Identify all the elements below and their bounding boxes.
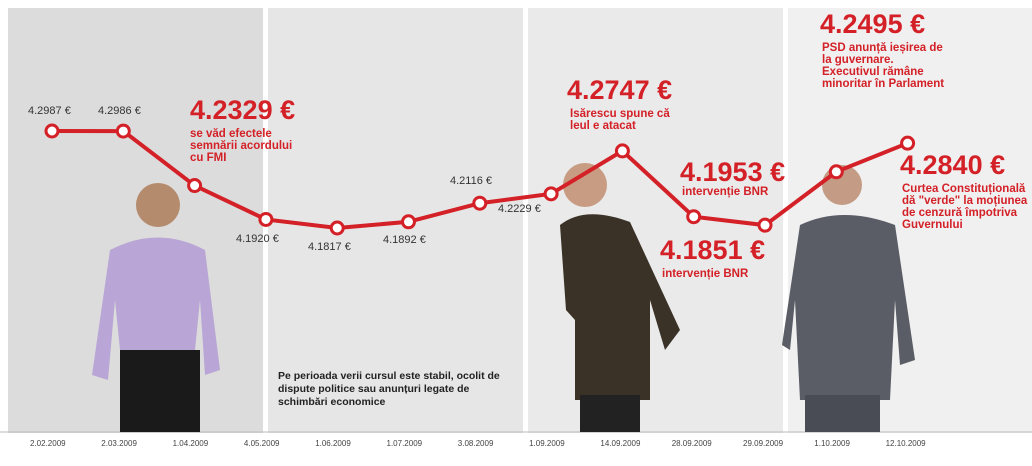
value-label: 4.1817 € [308, 241, 351, 253]
x-tick-label: 2.03.2009 [101, 439, 137, 448]
annotation: PSD anunță ieșirea de la guvernare. Exec… [822, 42, 952, 90]
x-tick-label: 12.10.2009 [886, 439, 927, 448]
value-label: 4.1892 € [383, 234, 426, 246]
value-label: 4.1953 € [680, 158, 785, 186]
point [46, 125, 58, 137]
point [331, 222, 343, 234]
value-label: 4.2116 € [450, 175, 492, 187]
panel [528, 8, 783, 433]
value-label: 4.2986 € [98, 105, 141, 117]
value-label: 4.2987 € [28, 105, 71, 117]
annotation: intervenție BNR [682, 186, 792, 198]
x-tick-label: 1.10.2009 [814, 439, 850, 448]
point [117, 125, 129, 137]
x-tick-label: 2.02.2009 [30, 439, 66, 448]
value-label: 4.2840 € [900, 151, 1005, 179]
point [830, 166, 842, 178]
point [616, 145, 628, 157]
x-tick-label: 1.09.2009 [529, 439, 565, 448]
value-label: 4.2329 € [190, 96, 295, 124]
x-tick-label: 28.09.2009 [672, 439, 713, 448]
annotation: Isărescu spune că leul e atacat [570, 108, 690, 132]
infographic: 2.02.2009 2.03.2009 1.04.2009 4.05.2009 1.06… [0, 0, 1032, 466]
point [474, 197, 486, 209]
value-label: 4.2495 € [820, 10, 925, 38]
point [403, 216, 415, 228]
x-tick-label: 3.08.2009 [458, 439, 494, 448]
point [545, 188, 557, 200]
value-label: 4.2747 € [567, 76, 672, 104]
point [189, 180, 201, 192]
point [688, 211, 700, 223]
point [759, 219, 771, 231]
annotation: Curtea Constituțională dă "verde" la moț… [902, 183, 1032, 231]
annotation: intervenție BNR [662, 268, 772, 280]
annotation: se văd efectele semnării acordului cu FM… [190, 128, 300, 164]
x-tick-label: 1.07.2009 [387, 439, 423, 448]
point [902, 137, 914, 149]
x-tick-label: 4.05.2009 [244, 439, 280, 448]
x-tick-label: 29.09.2009 [743, 439, 784, 448]
x-tick-label: 1.06.2009 [315, 439, 351, 448]
value-label: 4.1920 € [236, 233, 279, 245]
value-label: 4.2229 € [498, 203, 541, 215]
value-label: 4.1851 € [660, 236, 765, 264]
point [260, 213, 272, 225]
caption: Pe perioada verii cursul este stabil, oc… [278, 370, 503, 409]
x-tick-label: 14.09.2009 [600, 439, 641, 448]
x-tick-label: 1.04.2009 [173, 439, 209, 448]
